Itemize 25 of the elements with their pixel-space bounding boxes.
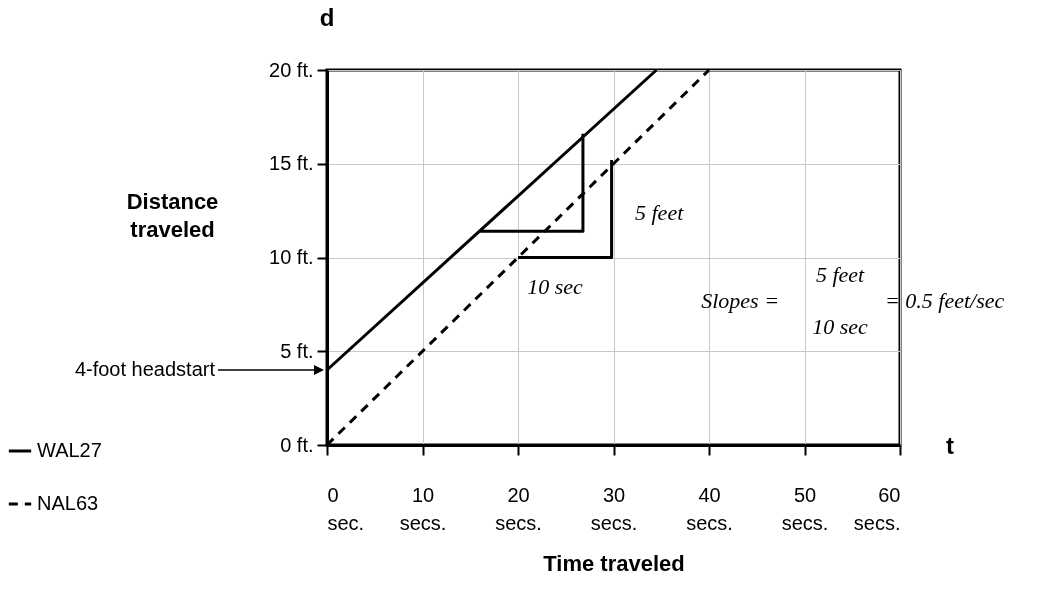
text: 4-foot headstart [74, 358, 216, 380]
x-axis-title: Time traveled [543, 550, 685, 576]
annotation: 10 sec [527, 274, 584, 299]
y-tick-label: 20 ft. [269, 58, 314, 81]
annotation: 10 sec [812, 314, 869, 339]
annotation: Slopes = [701, 288, 779, 313]
text: d [319, 4, 335, 31]
x-tick-label: 10 secs. [399, 483, 447, 534]
annotation: 5 feet [635, 200, 685, 225]
y-tick-label: 5 ft. [280, 339, 314, 362]
legend-label: NAL63 [37, 492, 99, 514]
y-tick-label: 10 ft. [269, 246, 314, 268]
legend-label: WAL27 [37, 439, 102, 461]
y-tick-label: 0 ft. [280, 433, 314, 456]
x-tick-label: 30 secs. [590, 483, 638, 534]
annotation: = 0.5 feet/sec [885, 288, 1005, 313]
x-tick-label: 40 secs. [686, 483, 733, 534]
annotation: 5 feet [815, 262, 866, 287]
x-tick-label: 20 secs. [495, 483, 542, 534]
x-tick-label: 0 sec. [327, 483, 365, 534]
text: t [946, 432, 954, 459]
x-tick-label: 60 secs. [853, 483, 901, 534]
y-axis-title: Distance traveled [126, 188, 219, 242]
x-tick-label: 50 secs. [781, 483, 829, 534]
y-tick-label: 15 ft. [269, 152, 314, 175]
